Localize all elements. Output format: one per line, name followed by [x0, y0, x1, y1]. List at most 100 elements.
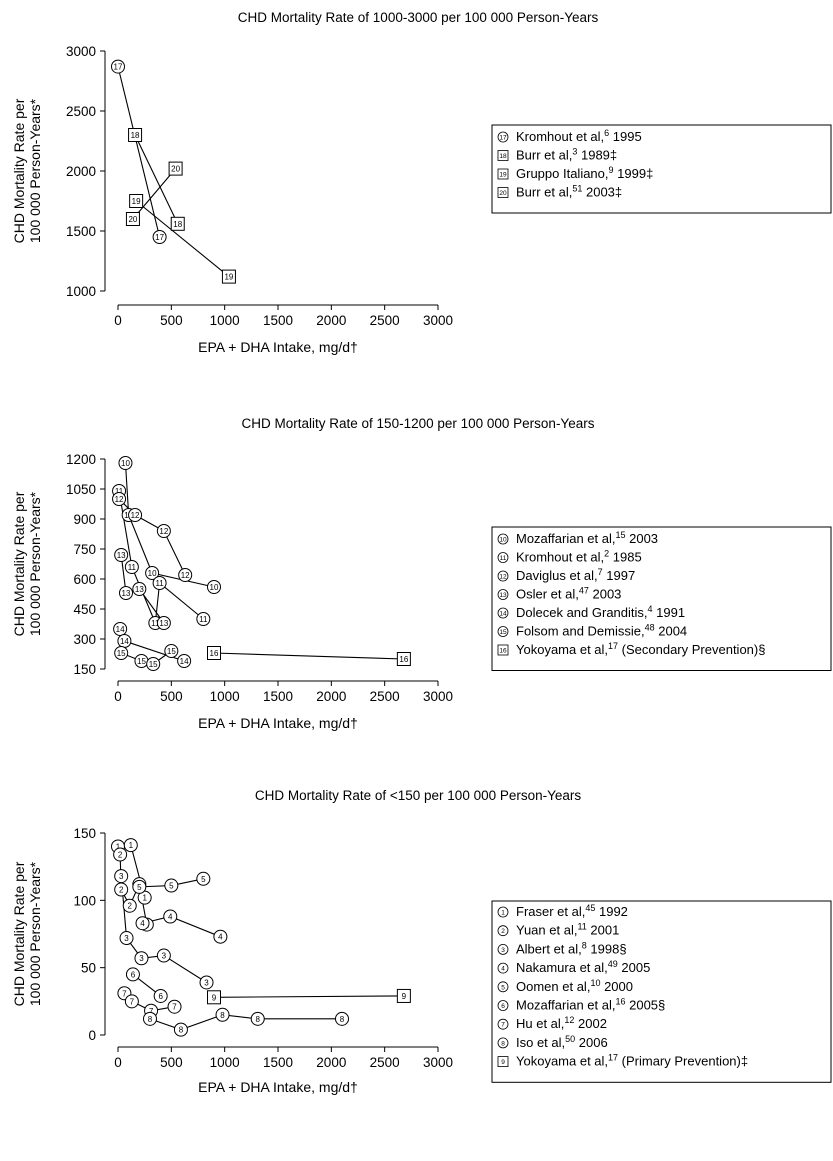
legend-label: Albert et al,8 1998§ [516, 940, 627, 956]
legend-item: 9 Yokoyama et al,17 (Primary Prevention)‡ [497, 1053, 748, 1069]
point-marker-circle [163, 909, 178, 924]
point-label: 12 [131, 511, 140, 520]
legend-author: Oomen et al, [516, 979, 590, 994]
legend-marker-square [497, 187, 509, 198]
data-point-8: 8 [173, 1022, 188, 1037]
point-marker-square [128, 128, 143, 142]
data-point-5: 5 [132, 879, 147, 894]
data-point-19: 19 [129, 194, 144, 208]
legend-marker-circle [497, 1037, 509, 1049]
point-label: 11 [128, 563, 137, 572]
legend-year: 1989‡ [577, 148, 617, 163]
data-point-8: 8 [335, 1011, 349, 1026]
point-marker-circle [146, 657, 161, 671]
point-label: 1 [142, 894, 147, 903]
series-line-19 [135, 200, 230, 278]
legend-year: 1985 [609, 550, 642, 565]
point-marker-square [221, 269, 236, 284]
legend-author: Daviglus et al, [516, 568, 598, 583]
legend-label: Gruppo Italiano,9 1999‡ [516, 165, 653, 181]
legend-author: Dolecek and Granditis, [516, 605, 648, 620]
point-label: 12 [115, 495, 124, 504]
legend-label: Kromhout et al,2 1985 [516, 549, 642, 565]
data-point-3: 3 [156, 948, 171, 963]
legend-reference: 12 [564, 1015, 574, 1025]
legend-marker-number: 10 [499, 537, 507, 544]
data-point-14: 14 [113, 622, 128, 636]
point-marker-circle [207, 580, 221, 594]
point-marker-square [125, 212, 140, 226]
data-point-2: 2 [114, 882, 129, 897]
point-marker-circle [111, 59, 125, 74]
point-label: 17 [114, 63, 123, 72]
data-point-11: 11 [124, 560, 139, 574]
legend-author: Burr et al, [516, 148, 572, 163]
legend-reference: 9 [609, 165, 614, 175]
x-tick-label: 2000 [316, 313, 346, 328]
legend-label: Nakamura et al,49 2005 [516, 959, 650, 975]
point-marker-circle [173, 1022, 188, 1037]
legend-author: Albert et al, [516, 941, 582, 956]
data-point-9: 9 [396, 988, 411, 1003]
point-label: 14 [116, 625, 125, 634]
series-line-17 [117, 66, 161, 238]
x-tick-label: 0 [114, 1055, 122, 1070]
point-label: 18 [131, 131, 140, 140]
legend-item: 4 Nakamura et al,49 2005 [497, 959, 650, 975]
legend-marker-square [497, 150, 509, 161]
point-marker-circle [135, 916, 150, 931]
legend-year: 1997 [603, 568, 636, 583]
point-label: 9 [212, 993, 217, 1002]
data-point-2: 2 [113, 847, 128, 862]
y-tick-label: 2000 [66, 164, 96, 179]
point-label: 15 [137, 657, 146, 666]
data-point-13: 13 [132, 582, 147, 596]
point-label: 3 [124, 934, 129, 943]
point-label: 7 [130, 997, 135, 1006]
point-marker-circle [153, 988, 168, 1003]
legend-label: Daviglus et al,7 1997 [516, 567, 635, 583]
y-tick-label: 100 [73, 893, 96, 908]
data-point-19: 19 [221, 269, 236, 284]
legend-year: 2003‡ [582, 185, 622, 200]
point-label: 7 [122, 989, 127, 998]
point-label: 4 [140, 919, 145, 928]
y-tick-label: 450 [73, 602, 96, 617]
legend-marker-square [497, 168, 509, 180]
legend-marker-circle [497, 1018, 509, 1030]
legend-box [491, 526, 832, 671]
data-point-18: 18 [128, 128, 143, 142]
point-marker-square [170, 216, 185, 231]
chart-title: CHD Mortality Rate of 1000-3000 per 100 … [238, 10, 599, 25]
data-point-4: 4 [163, 909, 178, 924]
x-tick-label: 2000 [316, 689, 346, 704]
legend-marker-circle [497, 589, 509, 600]
data-point-6: 6 [153, 988, 168, 1003]
x-tick-label: 500 [160, 689, 183, 704]
x-tick-label: 2000 [316, 1055, 346, 1070]
point-label: 13 [159, 619, 168, 628]
point-marker-circle [199, 975, 214, 990]
y-tick-label: 1050 [66, 482, 96, 497]
point-label: 20 [171, 165, 180, 174]
point-marker-circle [123, 838, 138, 853]
legend-author: Fraser et al, [516, 904, 585, 919]
legend-year: 2005§ [626, 998, 666, 1013]
legend-author: Kromhout et al, [516, 550, 604, 565]
point-label: 7 [149, 1007, 154, 1016]
x-tick-label: 3000 [423, 689, 453, 704]
data-point-16: 16 [396, 652, 411, 666]
legend-author: Gruppo Italiano, [516, 166, 609, 181]
data-point-12: 12 [178, 568, 193, 582]
legend-label: Burr et al,3 1989‡ [516, 147, 617, 163]
point-label: 10 [210, 583, 219, 592]
legend-marker-number: 13 [499, 592, 507, 599]
data-point-1: 1 [123, 838, 138, 853]
point-marker-circle [178, 568, 193, 582]
data-point-18: 18 [170, 216, 185, 231]
point-label: 8 [148, 1015, 153, 1024]
x-tick-label: 1000 [210, 313, 240, 328]
chart-panel-3: CHD Mortality Rate of <150 per 100 000 P… [11, 788, 832, 1095]
y-tick-label: 1500 [66, 224, 96, 239]
point-label: 17 [155, 233, 164, 242]
